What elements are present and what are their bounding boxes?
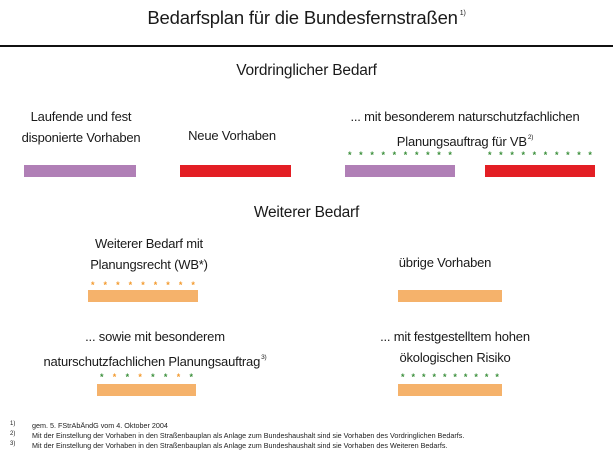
- dots-wb-nature-mixed: * * * * * * * *: [100, 372, 193, 382]
- label-ongoing-line2: disponierte Vorhaben: [21, 130, 141, 145]
- footnote-1: 1) gem. 5. FStrAbÄndG vom 4. Oktober 2004: [10, 420, 168, 431]
- swatch-ongoing-purple: [24, 165, 136, 177]
- dots-vb-nature-red: * * * * * * * * * *: [488, 150, 592, 160]
- label-eco-line1: ... mit festgestelltem hohen: [380, 329, 530, 344]
- label-vb-nature-line2: Planungsauftrag für VB: [396, 134, 527, 149]
- label-wb-nature-line2: naturschutzfachlichen Planungsauftrag: [43, 354, 261, 369]
- footnote-1-text: gem. 5. FStrAbÄndG vom 4. Oktober 2004: [32, 421, 168, 430]
- label-wb-nature-line1: ... sowie mit besonderem: [85, 329, 225, 344]
- title-divider: [0, 45, 613, 47]
- label-other-projects: übrige Vorhaben: [398, 255, 492, 270]
- footnote-2-text: Mit der Einstellung der Vorhaben in den …: [32, 431, 465, 440]
- swatch-wb-orange: [88, 290, 198, 302]
- footnote-1-num: 1): [10, 421, 16, 427]
- dots-vb-nature-purple: * * * * * * * * * *: [348, 150, 452, 160]
- label-eco-line2: ökologischen Risiko: [399, 350, 511, 365]
- title-text: Bedarfsplan für die Bundesfernstraßen: [147, 7, 458, 28]
- dots-wb-planning-right: * * * * * * * * *: [91, 280, 195, 290]
- label-vb-nature: ... mit besonderem naturschutzfachlichen…: [320, 106, 610, 152]
- label-ongoing-line1: Laufende und fest: [30, 109, 132, 124]
- label-wb-line2: Planungsrecht (WB*): [90, 257, 208, 272]
- swatch-new-red: [180, 165, 291, 177]
- vb-footnote-marker: 2): [527, 134, 534, 141]
- swatch-other-orange: [398, 290, 502, 302]
- swatch-wb-nature-orange: [97, 384, 196, 396]
- label-wb-nature: ... sowie mit besonderem naturschutzfach…: [10, 326, 300, 372]
- label-wb-planning-right: Weiterer Bedarf mit Planungsrecht (WB*): [74, 233, 224, 275]
- footnote-3: 3) Mit der Einstellung der Vorhaben in de…: [10, 440, 447, 451]
- swatch-vb-nature-red: [485, 165, 595, 177]
- label-vb-nature-line1: ... mit besonderem naturschutzfachlichen: [350, 109, 580, 124]
- label-wb-line1: Weiterer Bedarf mit: [95, 236, 203, 251]
- dots-ecological-risk: * * * * * * * * * *: [401, 372, 499, 382]
- label-ecological-risk: ... mit festgestelltem hohen ökologische…: [345, 326, 565, 368]
- footnote-2-num: 2): [10, 431, 16, 437]
- title-footnote-marker: 1): [459, 10, 466, 17]
- wb-footnote-marker: 3): [261, 354, 267, 361]
- footnote-3-num: 3): [10, 441, 16, 447]
- label-new-projects: Neue Vorhaben: [188, 128, 276, 143]
- page-title: Bedarfsplan für die Bundesfernstraßen 1): [0, 7, 613, 29]
- swatch-ecological-risk-orange: [398, 384, 502, 396]
- label-ongoing-projects: Laufende und fest disponierte Vorhaben: [8, 106, 154, 148]
- swatch-vb-nature-purple: [345, 165, 455, 177]
- footnote-3-text: Mit der Einstellung der Vorhaben in den …: [32, 441, 448, 450]
- section-heading-further: Weiterer Bedarf: [253, 204, 360, 221]
- footnote-2: 2) Mit der Einstellung der Vorhaben in de…: [10, 430, 464, 441]
- section-heading-urgent: Vordringlicher Bedarf: [236, 62, 377, 79]
